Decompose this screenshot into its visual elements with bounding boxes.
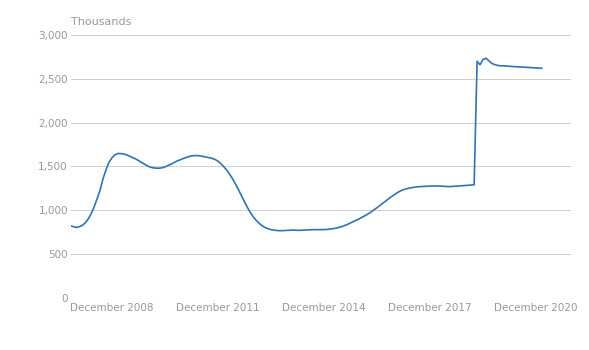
Text: Thousands: Thousands — [71, 17, 131, 27]
